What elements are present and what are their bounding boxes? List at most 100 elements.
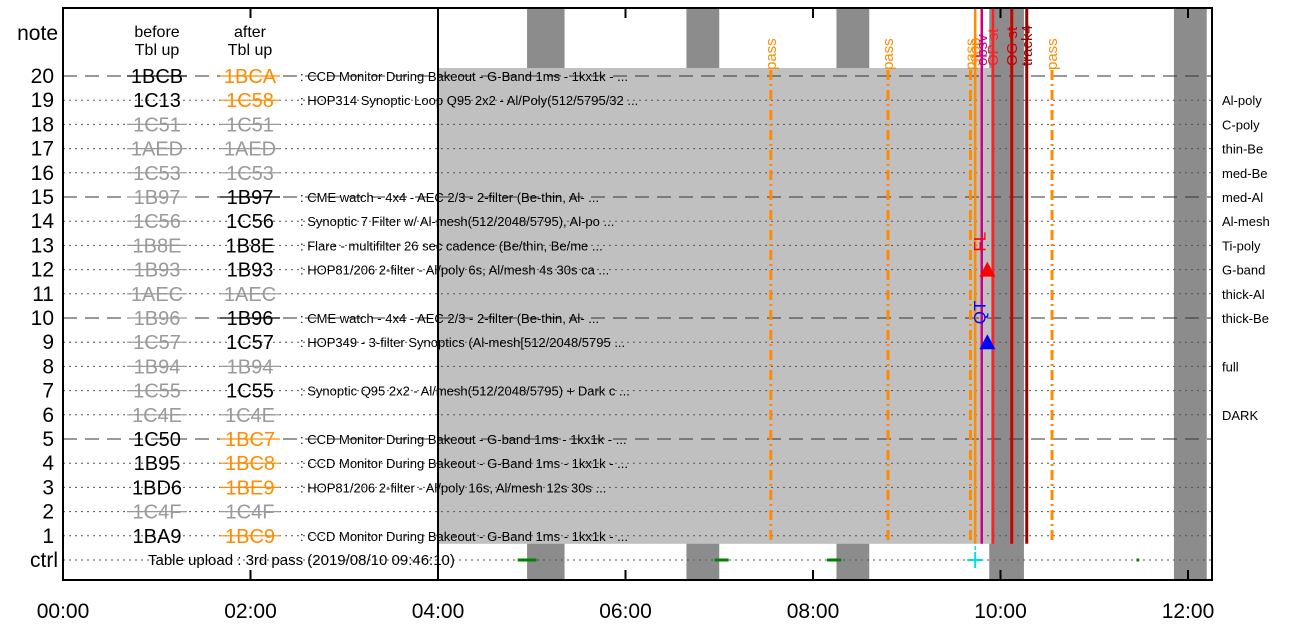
after-code: 1BC7 bbox=[225, 429, 275, 451]
row-number: 6 bbox=[42, 404, 54, 427]
pass-label: pass bbox=[880, 38, 897, 70]
after-code: 1BC8 bbox=[225, 453, 275, 475]
before-code: 1BD6 bbox=[132, 477, 182, 499]
before-code: 1AED bbox=[131, 139, 183, 161]
after-code: 1C55 bbox=[226, 381, 274, 403]
row-number: 7 bbox=[42, 380, 54, 403]
x-tick-label: 12:00 bbox=[1162, 600, 1215, 623]
filter-label: thin-Be bbox=[1222, 142, 1263, 157]
after-code: 1C53 bbox=[226, 163, 274, 185]
row-description: : CCD Monitor During Bakeout - G-Band 1m… bbox=[300, 456, 628, 471]
after-code: 1C51 bbox=[226, 114, 274, 136]
row-number: 9 bbox=[42, 331, 54, 354]
row-description: : CCD Monitor During Bakeout - G-band 1m… bbox=[300, 432, 627, 447]
after-code: 1BE9 bbox=[226, 477, 275, 499]
row-number: 14 bbox=[31, 210, 55, 233]
after-code: 1C57 bbox=[226, 332, 274, 354]
after-code: 1AEC bbox=[224, 284, 276, 306]
before-code: 1C50 bbox=[133, 429, 181, 451]
row-description: : HOP349 - 3-filter Synoptics (Al-mesh[5… bbox=[300, 335, 625, 350]
before-code: 1C13 bbox=[133, 90, 181, 112]
filter-label: C-poly bbox=[1222, 117, 1260, 132]
row-number: 16 bbox=[31, 162, 54, 185]
before-code: 1C51 bbox=[133, 114, 181, 136]
filter-label: G-band bbox=[1222, 263, 1265, 278]
after-code: 1AED bbox=[224, 139, 276, 161]
pass-label: pass bbox=[763, 38, 780, 70]
before-code: 1C57 bbox=[133, 332, 181, 354]
row-number: 17 bbox=[31, 138, 54, 161]
filter-label: med-Be bbox=[1222, 166, 1268, 181]
after-code: 1B93 bbox=[227, 260, 274, 282]
row-description: : Synoptic 7 Filter w/ Al-mesh(512/2048/… bbox=[300, 214, 614, 229]
row-description: : Flare - multifilter 26 sec cadence (Be… bbox=[300, 238, 603, 253]
filter-label: thick-Al bbox=[1222, 287, 1265, 302]
row-number: 4 bbox=[42, 452, 54, 475]
row-description: : HOP81/206 2-filter - Al/poly 6s, Al/me… bbox=[300, 263, 609, 278]
row-number: 19 bbox=[31, 89, 54, 112]
note-header: note bbox=[17, 22, 58, 45]
after-code: 1BCA bbox=[224, 66, 277, 88]
after-code: 1C58 bbox=[226, 90, 274, 112]
row-description: : CME watch - 4x4 - AEC 2/3 - 2-filter (… bbox=[300, 311, 599, 326]
before-code: 1C4E bbox=[132, 405, 182, 427]
row-description: : HOP314 Synoptic Loop Q95 2x2 - Al/Poly… bbox=[300, 93, 638, 108]
after-code: 1B97 bbox=[227, 187, 274, 209]
row-description: : HOP81/206 2-filter - Al/poly 16s, Al/m… bbox=[300, 480, 606, 495]
filter-label: Al-poly bbox=[1222, 93, 1262, 108]
x-tick-label: 04:00 bbox=[412, 600, 465, 623]
row-description: : CCD Monitor During Bakeout - G-Band 1m… bbox=[300, 529, 628, 544]
marker-label: QT bbox=[970, 301, 989, 325]
row-number: 11 bbox=[32, 283, 54, 306]
after-code: 1B8E bbox=[226, 235, 275, 257]
shaded-region bbox=[438, 68, 992, 544]
row-number: 1 bbox=[42, 525, 54, 548]
filter-label: med-Al bbox=[1222, 190, 1263, 205]
after-header: after bbox=[234, 24, 267, 41]
filter-label: Ti-poly bbox=[1222, 238, 1261, 253]
event-label: OP st bbox=[985, 28, 1002, 66]
before-code: 1B93 bbox=[134, 260, 181, 282]
before-code: 1B94 bbox=[134, 356, 181, 378]
marker-triangle bbox=[979, 334, 996, 350]
before-code: 1AEC bbox=[131, 284, 183, 306]
filter-label: DARK bbox=[1222, 408, 1258, 423]
after-code: 1C4E bbox=[225, 405, 275, 427]
row-number: 10 bbox=[31, 307, 54, 330]
x-tick-label: 10:00 bbox=[974, 600, 1027, 623]
pass-label: pass bbox=[1044, 38, 1061, 70]
row-number: 8 bbox=[42, 355, 54, 378]
gray-band bbox=[1173, 8, 1207, 580]
row-number: 3 bbox=[42, 476, 54, 499]
filter-label: full bbox=[1222, 359, 1239, 374]
event-label: track4 bbox=[1019, 25, 1036, 66]
before-code: 1B8E bbox=[133, 235, 182, 257]
marker-triangle bbox=[979, 261, 996, 277]
before-code: 1B96 bbox=[134, 308, 181, 330]
before-code: 1C55 bbox=[133, 381, 181, 403]
row-number: 20 bbox=[31, 65, 54, 88]
before-code: 1BCB bbox=[131, 66, 183, 88]
row-number: 18 bbox=[31, 113, 54, 136]
before-code: 1BA9 bbox=[133, 526, 182, 548]
table-upload-text: Table upload : 3rd pass (2019/08/10 09:4… bbox=[148, 552, 455, 569]
event-label: stop bbox=[967, 38, 984, 66]
row-description: : Synoptic Q95 2x2 - Al/mesh(512/2048/57… bbox=[300, 384, 630, 399]
x-tick-label: 02:00 bbox=[224, 600, 277, 623]
event-label: obsv bbox=[974, 34, 991, 66]
row-number: 5 bbox=[42, 428, 54, 451]
filter-label: thick-Be bbox=[1222, 311, 1269, 326]
after-code: 1C4F bbox=[226, 502, 275, 524]
row-number: 15 bbox=[31, 186, 54, 209]
row-number: 13 bbox=[31, 234, 54, 257]
x-tick-label: 08:00 bbox=[787, 600, 840, 623]
after-code: 1BC9 bbox=[225, 526, 275, 548]
filter-label: Al-mesh bbox=[1222, 214, 1270, 229]
event-label: OG st bbox=[1004, 26, 1021, 66]
after-code: 1B94 bbox=[227, 356, 274, 378]
before-header: before bbox=[134, 24, 179, 41]
after-code: 1B96 bbox=[227, 308, 274, 330]
row-number: 2 bbox=[42, 501, 54, 524]
before-code: 1C4F bbox=[133, 502, 182, 524]
